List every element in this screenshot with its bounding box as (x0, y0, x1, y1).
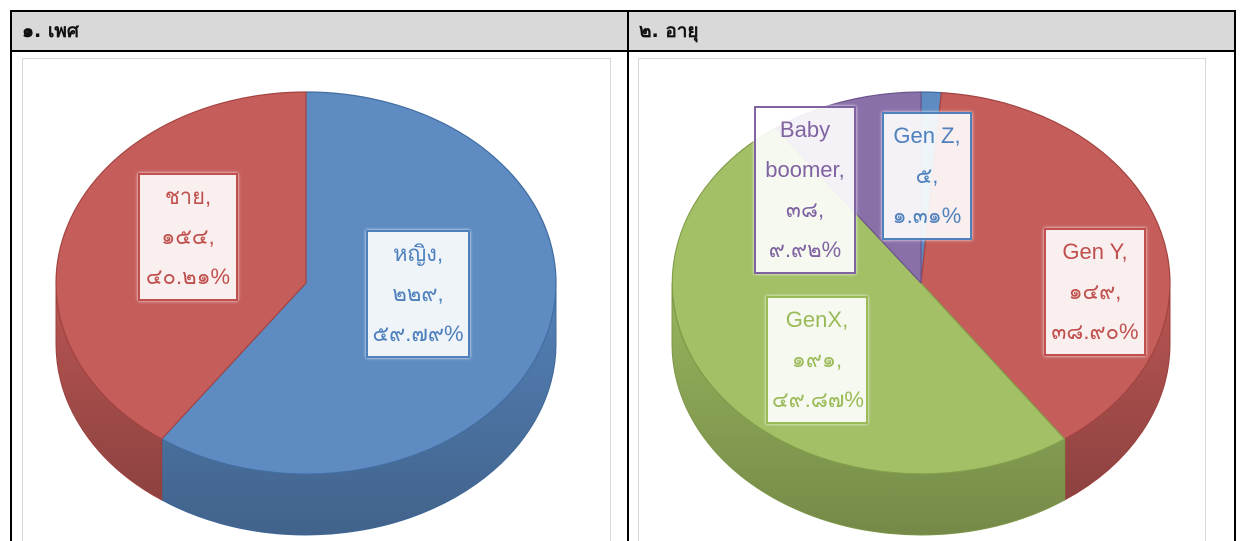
data-label-value: ๕ (915, 163, 933, 188)
data-label-separator: , (842, 307, 849, 332)
data-label-separator: , (817, 197, 825, 222)
data-label-name-line: ชาย, (144, 177, 232, 217)
data-label-gen-x: GenX, ๑๙๑, ๔๙.๘๗% (766, 296, 868, 424)
data-label-value-line: ๕, (888, 156, 966, 196)
data-label-separator: , (954, 123, 961, 148)
data-label-gen-y: Gen Y, ๑๔๙, ๓๘.๙๐% (1044, 228, 1146, 356)
data-label-name-line: หญิง, (372, 234, 464, 274)
data-label-value-line: ๑๔๙, (1050, 272, 1140, 312)
data-label-male: ชาย, ๑๕๔, ๔๐.๒๑% (138, 173, 238, 301)
data-label-separator: , (835, 347, 843, 372)
data-label-category: Gen Y (1062, 239, 1122, 264)
data-label-baby-boomer: Baby boomer, ๓๘, ๙.๙๒% (754, 106, 856, 274)
data-label-category: หญิง (392, 241, 437, 266)
data-label-value: ๑๕๔ (161, 224, 209, 249)
data-table: ๑. เพศ ๒. อายุ (10, 10, 1236, 541)
data-label-separator: , (1115, 279, 1122, 304)
data-label-value-line: ๑๕๔, (144, 217, 232, 257)
data-label-value: ๒๒๙ (392, 281, 438, 306)
data-label-female: หญิง, ๒๒๙, ๕๙.๗๙% (366, 230, 470, 358)
data-label-name-line: Gen Z, (888, 116, 966, 156)
pie-chart-age: Baby boomer, ๓๘, ๙.๙๒% Gen Z, ๕, ๑.๓๑% G… (638, 58, 1206, 541)
pie-slice (161, 91, 557, 475)
data-label-name-line: Gen Y, (1050, 232, 1140, 272)
data-label-percent: ๓๘.๙๐% (1051, 319, 1139, 344)
data-label-category: Baby boomer (765, 117, 839, 182)
pie-chart-sex: ชาย, ๑๕๔, ๔๐.๒๑% หญิง, ๒๒๙, ๕๙.๗๙% (22, 58, 611, 541)
data-label-separator: , (208, 224, 215, 249)
data-label-separator: , (436, 241, 444, 266)
data-label-value: ๑๔๙ (1068, 279, 1116, 304)
data-label-category: Gen Z (893, 123, 955, 148)
data-label-value: ๑๙๑ (791, 347, 836, 372)
data-label-percent: ๔๙.๘๗% (772, 387, 864, 412)
pie-chart-canvas (55, 91, 557, 536)
data-label-value-line: ๑๙๑, (772, 340, 862, 380)
data-label-name-line: GenX, (772, 300, 862, 340)
data-label-separator: , (205, 184, 212, 209)
data-label-percent: ๙.๙๒% (768, 237, 842, 262)
data-label-separator: , (838, 157, 845, 182)
table-header-row: ๑. เพศ ๒. อายุ (12, 12, 1234, 52)
header-cell-age: ๒. อายุ (639, 20, 699, 42)
data-label-value-line: ๓๘, (760, 190, 850, 230)
header-cell-sex: ๑. เพศ (22, 20, 79, 42)
data-label-separator: , (1121, 239, 1128, 264)
data-label-percent: ๔๐.๒๑% (145, 264, 231, 289)
data-label-percent: ๕๙.๗๙% (372, 321, 464, 346)
column-divider (627, 12, 629, 541)
data-label-value: ๓๘ (785, 197, 818, 222)
data-label-separator: , (932, 163, 939, 188)
data-label-gen-z: Gen Z, ๕, ๑.๓๑% (882, 112, 972, 240)
data-label-category: ชาย (164, 184, 206, 209)
data-label-name-line: Baby boomer, (760, 110, 850, 190)
data-label-category: GenX (785, 307, 843, 332)
data-label-separator: , (437, 281, 444, 306)
data-label-percent: ๑.๓๑% (892, 203, 962, 228)
data-label-value-line: ๒๒๙, (372, 274, 464, 314)
